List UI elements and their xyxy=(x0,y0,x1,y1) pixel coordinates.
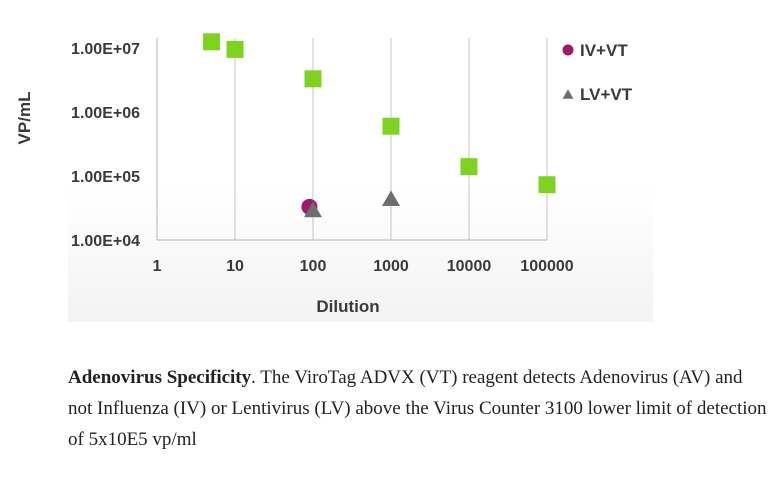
data-point-av-vt xyxy=(226,40,244,58)
figure-caption: Adenovirus Specificity. The ViroTag ADVX… xyxy=(68,362,768,455)
data-point-lv-vt xyxy=(382,190,400,207)
data-point-av-vt xyxy=(460,158,478,176)
legend-label: LV+VT xyxy=(580,85,633,104)
x-tick-label: 10 xyxy=(226,258,244,275)
chart: 1 10 100 1000 10000 100000 1.00E+04 1.00E+05 1.0… xyxy=(15,33,653,322)
data-point-lv-vt xyxy=(304,201,322,218)
y-axis-title: VP/mL xyxy=(15,92,34,145)
data-point-av-vt xyxy=(538,176,556,194)
x-tick-label: 1000 xyxy=(373,258,409,275)
x-tick-label: 1 xyxy=(153,258,162,275)
x-tick-label: 100000 xyxy=(520,258,573,275)
caption-text: . The ViroTag ADVX (VT) reagent detects … xyxy=(68,367,767,450)
legend-marker xyxy=(562,44,574,56)
data-point-av-vt xyxy=(203,33,221,51)
y-tick-label: 1.00E+06 xyxy=(71,105,140,122)
x-axis-title: Dilution xyxy=(316,297,379,316)
legend-marker xyxy=(562,89,574,99)
legend-label: IV+VT xyxy=(580,41,628,60)
tick-labels: 1 10 100 1000 10000 100000 1.00E+04 1.00E+05 1.0… xyxy=(71,41,574,275)
legend-item: IV+VT xyxy=(562,41,628,60)
chart-background xyxy=(68,185,653,322)
legend: IV+VT LV+VT xyxy=(562,41,633,104)
y-tick-label: 1.00E+07 xyxy=(71,41,140,58)
data-point-av-vt xyxy=(382,117,400,135)
x-tick-label: 100 xyxy=(300,258,327,275)
caption-title: Adenovirus Specificity xyxy=(68,367,252,388)
y-tick-label: 1.00E+04 xyxy=(71,233,140,250)
data-point-av-vt xyxy=(304,70,322,88)
y-tick-label: 1.00E+05 xyxy=(71,169,140,186)
axes xyxy=(156,38,547,241)
data-points xyxy=(203,33,556,218)
x-tick-label: 10000 xyxy=(447,258,492,275)
legend-item: LV+VT xyxy=(562,85,633,104)
